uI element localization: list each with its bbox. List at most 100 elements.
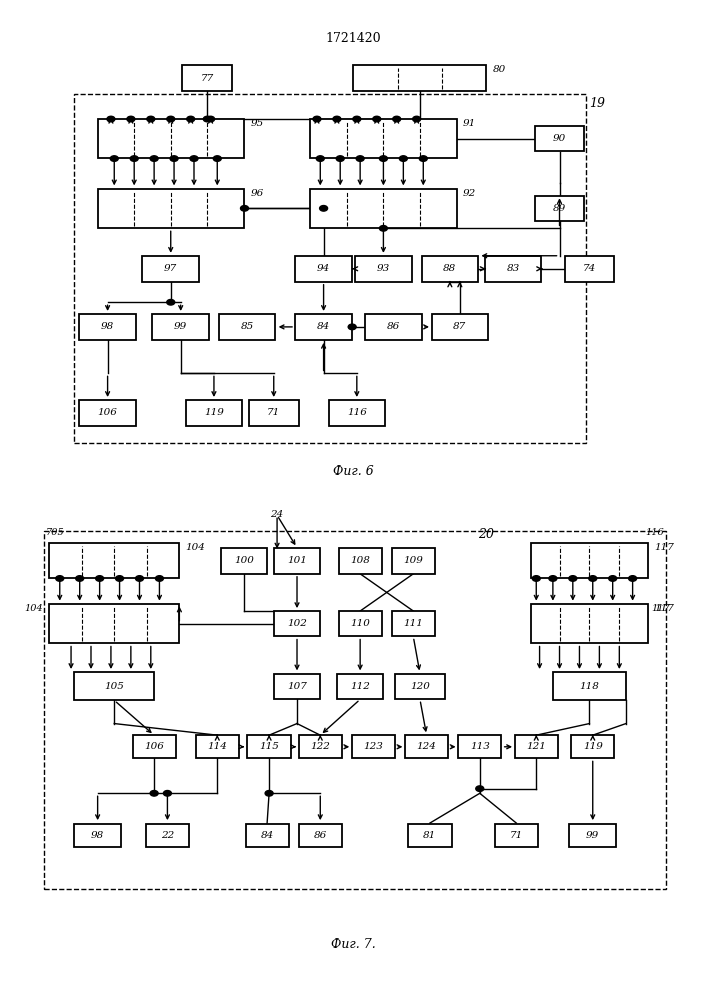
Bar <box>74 672 154 700</box>
Text: 109: 109 <box>404 556 423 565</box>
Text: 116: 116 <box>347 408 367 417</box>
Bar <box>143 256 199 282</box>
Bar <box>564 256 614 282</box>
Text: 106: 106 <box>144 742 164 751</box>
Text: Фиг. 7.: Фиг. 7. <box>331 938 376 951</box>
Bar <box>365 314 421 340</box>
Text: 89: 89 <box>553 204 566 213</box>
Text: 123: 123 <box>363 742 383 751</box>
Text: 24: 24 <box>271 510 284 519</box>
Circle shape <box>167 299 175 305</box>
Text: 106: 106 <box>98 408 117 417</box>
Circle shape <box>206 116 215 122</box>
Circle shape <box>190 156 198 161</box>
Text: 84: 84 <box>260 831 274 840</box>
Text: 98: 98 <box>91 831 104 840</box>
Bar <box>409 824 452 847</box>
Circle shape <box>476 786 484 791</box>
Circle shape <box>240 206 248 211</box>
Bar <box>221 548 267 574</box>
Text: 118: 118 <box>580 682 600 691</box>
Text: 20: 20 <box>479 528 494 541</box>
Bar <box>274 548 320 574</box>
Circle shape <box>76 576 83 581</box>
Text: 705: 705 <box>46 528 64 537</box>
Bar <box>153 314 209 340</box>
Text: 119: 119 <box>583 742 602 751</box>
Bar <box>339 548 382 574</box>
Circle shape <box>413 116 421 122</box>
Circle shape <box>569 576 577 581</box>
Bar <box>569 824 616 847</box>
Bar <box>298 824 342 847</box>
Bar <box>515 735 558 758</box>
Circle shape <box>549 576 557 581</box>
Text: 94: 94 <box>317 264 330 273</box>
Bar <box>146 824 189 847</box>
Circle shape <box>313 116 321 122</box>
Bar <box>219 314 276 340</box>
Text: 120: 120 <box>410 682 430 691</box>
Text: 85: 85 <box>240 322 254 331</box>
Bar <box>196 735 239 758</box>
Bar <box>405 735 448 758</box>
Bar <box>296 314 352 340</box>
Bar <box>495 824 538 847</box>
Text: 96: 96 <box>250 189 264 198</box>
Bar <box>392 548 435 574</box>
Circle shape <box>170 156 178 161</box>
Text: 71: 71 <box>510 831 523 840</box>
Text: 115: 115 <box>259 742 279 751</box>
Text: 113: 113 <box>470 742 490 751</box>
Circle shape <box>130 156 138 161</box>
Circle shape <box>95 576 104 581</box>
Circle shape <box>333 116 341 122</box>
Circle shape <box>609 576 617 581</box>
Bar <box>49 543 179 578</box>
Text: 119: 119 <box>204 408 224 417</box>
Circle shape <box>419 156 427 161</box>
Text: 99: 99 <box>586 831 600 840</box>
Text: 84: 84 <box>317 322 330 331</box>
Circle shape <box>316 156 325 161</box>
Text: 108: 108 <box>350 556 370 565</box>
Bar <box>132 735 176 758</box>
Circle shape <box>150 791 158 796</box>
Text: 19: 19 <box>590 97 605 110</box>
Text: 93: 93 <box>377 264 390 273</box>
Bar <box>485 256 542 282</box>
Bar <box>247 735 291 758</box>
Text: 117: 117 <box>651 604 670 613</box>
Circle shape <box>156 576 163 581</box>
Bar <box>355 256 411 282</box>
Text: 99: 99 <box>174 322 187 331</box>
Bar <box>74 824 121 847</box>
Text: 98: 98 <box>101 322 115 331</box>
Circle shape <box>214 156 221 161</box>
Text: 86: 86 <box>314 831 327 840</box>
Circle shape <box>392 116 401 122</box>
Circle shape <box>56 576 64 581</box>
Circle shape <box>127 116 135 122</box>
Bar <box>534 196 585 221</box>
Text: 71: 71 <box>267 408 281 417</box>
Text: 77: 77 <box>201 74 214 83</box>
Text: 117: 117 <box>654 604 674 613</box>
Text: 74: 74 <box>583 264 596 273</box>
Bar <box>534 126 585 151</box>
Text: 105: 105 <box>105 682 124 691</box>
Bar <box>571 735 614 758</box>
Circle shape <box>353 116 361 122</box>
Circle shape <box>589 576 597 581</box>
Bar <box>431 314 488 340</box>
Bar <box>310 119 457 158</box>
Text: 116: 116 <box>645 528 664 537</box>
Text: 95: 95 <box>250 119 264 128</box>
Text: 117: 117 <box>654 543 674 552</box>
Text: 122: 122 <box>310 742 330 751</box>
Circle shape <box>136 576 144 581</box>
Text: 88: 88 <box>443 264 457 273</box>
Bar <box>245 824 288 847</box>
Text: 110: 110 <box>350 619 370 628</box>
Bar <box>98 189 244 228</box>
